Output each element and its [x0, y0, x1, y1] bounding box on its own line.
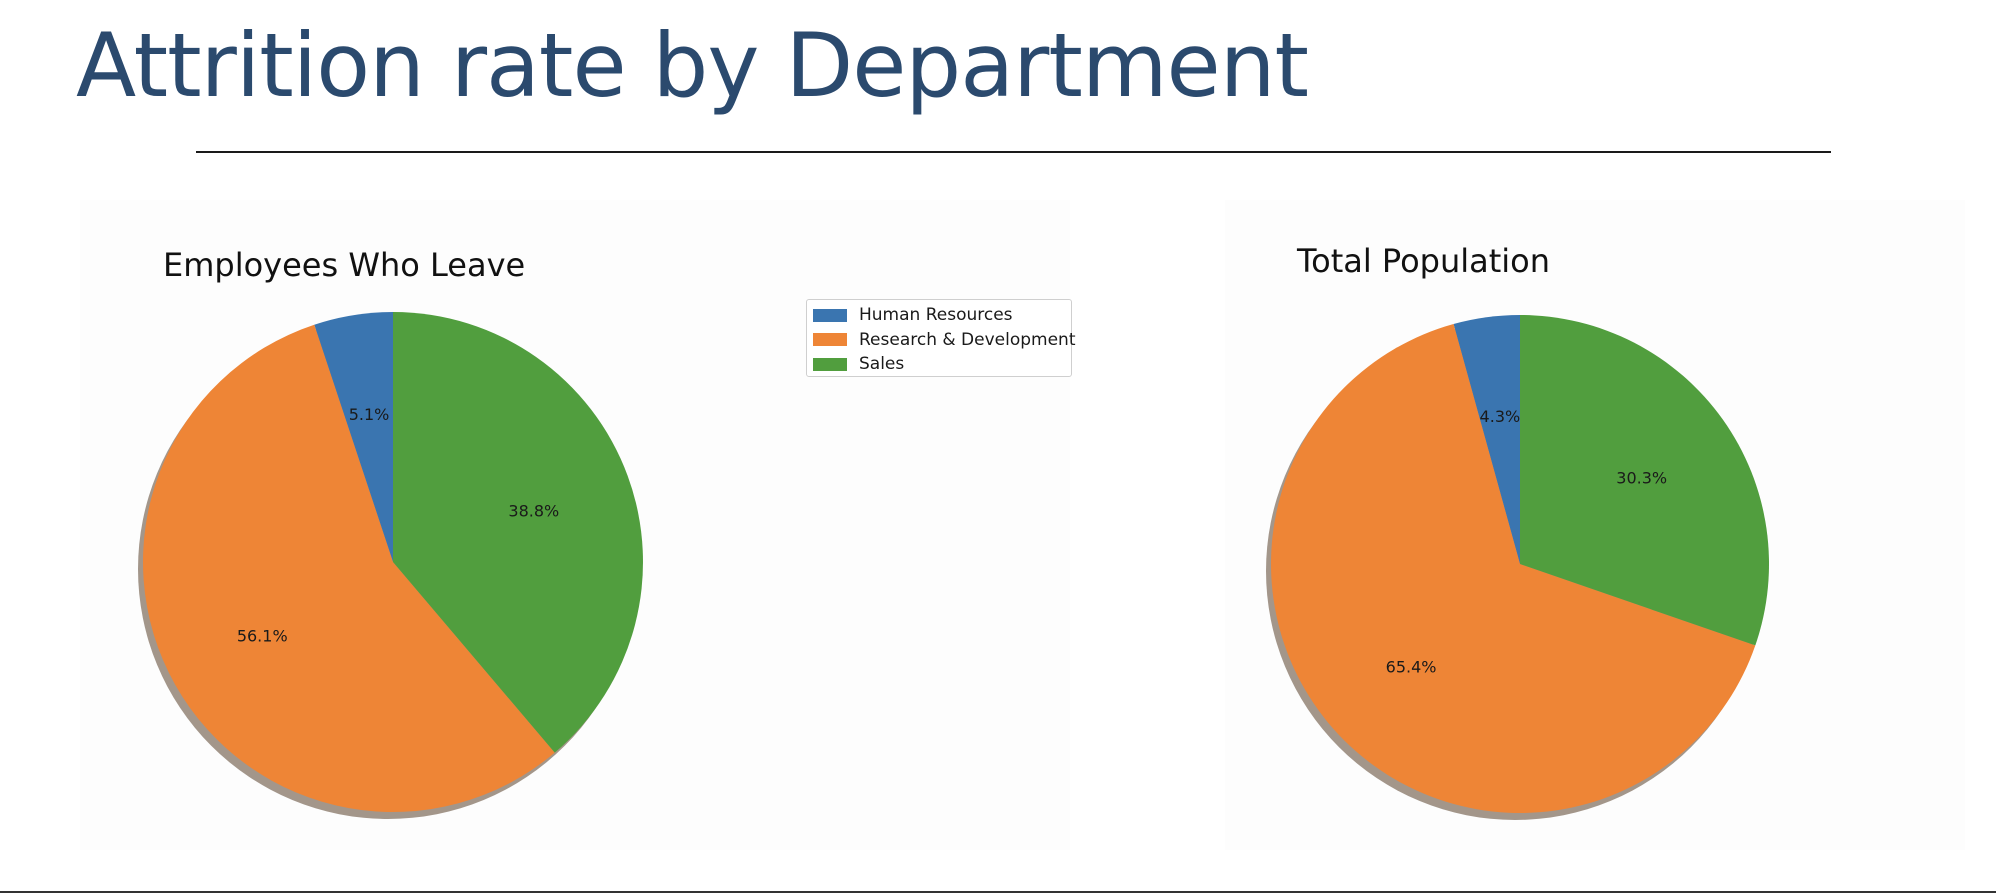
- page-title: Attrition rate by Department: [76, 14, 1309, 117]
- legend-label-human-resources: Human Resources: [859, 305, 1013, 326]
- legend-item-sales: Sales: [813, 352, 1071, 377]
- chart-panel-total-population: 4.3% 65.4% 30.3%: [1225, 200, 1965, 850]
- slice-label-human-resources: 5.1%: [349, 405, 390, 424]
- pie-slice-research-development: [1271, 324, 1756, 813]
- legend-item-human-resources: Human Resources: [813, 303, 1071, 328]
- bottom-divider: [0, 891, 1996, 893]
- legend-swatch-research-development: [813, 333, 847, 347]
- pie-slice-human-resources: [1453, 315, 1520, 564]
- pie-slice-human-resources: [314, 312, 393, 562]
- legend-item-research-development: Research & Development: [813, 328, 1075, 353]
- pie-chart-employees-who-leave: 5.1% 56.1% 38.8%: [138, 312, 643, 819]
- slice-label-sales: 38.8%: [508, 501, 559, 520]
- slice-label-research-development: 56.1%: [237, 627, 288, 646]
- legend-swatch-human-resources: [813, 308, 847, 322]
- pie-slice-research-development: [142, 324, 555, 813]
- pie-slice-sales: [1520, 315, 1770, 646]
- slice-label-sales: 30.3%: [1616, 468, 1667, 487]
- legend-label-research-development: Research & Development: [859, 329, 1076, 350]
- legend-label-sales: Sales: [859, 354, 905, 375]
- pie-chart-total-population: 4.3% 65.4% 30.3%: [1266, 315, 1770, 820]
- chart-title-total-population: Total Population: [1297, 242, 1551, 280]
- title-divider: [196, 151, 1831, 153]
- chart-legend: Human Resources Research & Development S…: [806, 299, 1075, 377]
- slice-label-research-development: 65.4%: [1386, 657, 1437, 676]
- chart-panel-employees-who-leave: 5.1% 56.1% 38.8%: [80, 200, 1070, 850]
- slice-label-human-resources: 4.3%: [1480, 407, 1521, 426]
- pie-slice-sales: [393, 312, 643, 753]
- chart-title-employees-who-leave: Employees Who Leave: [163, 246, 526, 284]
- legend-swatch-sales: [813, 357, 847, 371]
